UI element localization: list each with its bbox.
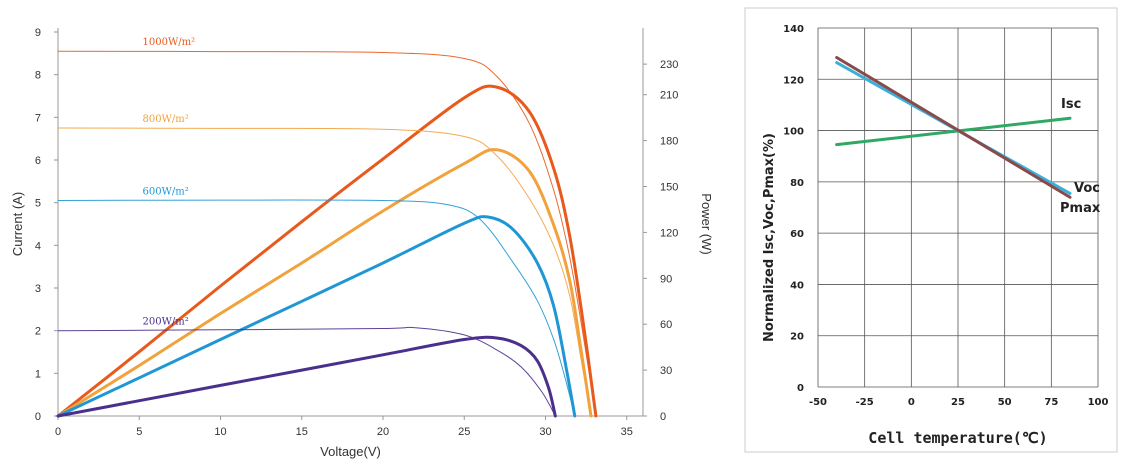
y2-tick-label: 60 bbox=[660, 319, 672, 331]
x-tick-label: 20 bbox=[377, 426, 389, 438]
iv-curve bbox=[57, 127, 592, 417]
pv-curve bbox=[56, 148, 593, 418]
y-tick-label: 6 bbox=[35, 155, 41, 167]
pv-curve bbox=[56, 84, 598, 418]
y-tick-label: 60 bbox=[790, 229, 804, 240]
y2-tick-label: 180 bbox=[660, 136, 678, 148]
iv-curve bbox=[57, 199, 576, 417]
y-tick-label: 40 bbox=[790, 280, 804, 291]
series-label: Isc bbox=[1061, 97, 1081, 112]
y2-tick-label: 0 bbox=[660, 411, 666, 423]
x-tick-label: -50 bbox=[809, 397, 827, 408]
y-tick-label: 3 bbox=[35, 283, 41, 295]
x-tick-label: 15 bbox=[296, 426, 308, 438]
y2-axis-title: Power (W) bbox=[699, 193, 714, 254]
iv-curve bbox=[57, 50, 597, 417]
y-axis-title: Normalized Isc,Voc,Pmax(%) bbox=[762, 133, 777, 342]
pv-curve bbox=[56, 335, 557, 418]
x-tick-label: 75 bbox=[1044, 397, 1058, 408]
x-tick-label: 35 bbox=[621, 426, 633, 438]
y2-tick-label: 210 bbox=[660, 90, 678, 102]
x-tick-label: 10 bbox=[214, 426, 226, 438]
x-tick-label: 25 bbox=[951, 397, 965, 408]
x-tick-label: 25 bbox=[458, 426, 470, 438]
x-tick-label: 0 bbox=[55, 426, 61, 438]
y-tick-label: 1 bbox=[35, 368, 41, 380]
series-label: Voc bbox=[1074, 181, 1100, 196]
x-tick-label: 50 bbox=[998, 397, 1012, 408]
x-axis-title: Voltage(V) bbox=[320, 444, 381, 459]
x-tick-label: 100 bbox=[1088, 397, 1109, 408]
y2-tick-label: 120 bbox=[660, 227, 678, 239]
y-axis-title: Current (A) bbox=[10, 192, 25, 256]
y-tick-label: 0 bbox=[35, 411, 41, 423]
irradiance-label: 200W/m² bbox=[143, 317, 189, 328]
series-line bbox=[835, 55, 1072, 199]
y-tick-label: 2 bbox=[35, 326, 41, 338]
irradiance-label: 800W/m² bbox=[143, 114, 189, 125]
series-label: Pmax bbox=[1060, 201, 1101, 216]
iv-curve bbox=[57, 326, 556, 417]
y-tick-label: 140 bbox=[783, 24, 804, 35]
y2-tick-label: 230 bbox=[660, 59, 678, 71]
series-line bbox=[835, 116, 1072, 147]
irradiance-label: 1000W/m² bbox=[143, 37, 196, 48]
y-tick-label: 20 bbox=[790, 332, 804, 343]
y-tick-label: 120 bbox=[783, 75, 804, 86]
x-tick-label: 0 bbox=[908, 397, 915, 408]
y-tick-label: 5 bbox=[35, 198, 41, 210]
x-tick-label: 30 bbox=[539, 426, 551, 438]
x-tick-label: 5 bbox=[136, 426, 142, 438]
x-axis-title: Cell temperature(℃) bbox=[868, 429, 1047, 447]
y-tick-label: 0 bbox=[797, 383, 804, 394]
y-tick-label: 4 bbox=[35, 240, 41, 252]
y2-tick-label: 30 bbox=[660, 365, 672, 377]
irradiance-label: 600W/m² bbox=[143, 187, 189, 198]
y2-tick-label: 150 bbox=[660, 182, 678, 194]
y2-tick-label: 90 bbox=[660, 273, 672, 285]
pv-curve bbox=[56, 215, 577, 418]
y-tick-label: 7 bbox=[35, 112, 41, 124]
y-tick-label: 100 bbox=[783, 127, 804, 138]
y-tick-label: 80 bbox=[790, 178, 804, 189]
y-tick-label: 9 bbox=[35, 27, 41, 39]
y-tick-label: 8 bbox=[35, 70, 41, 82]
chart-frame bbox=[744, 7, 1118, 453]
x-tick-label: -25 bbox=[856, 397, 874, 408]
